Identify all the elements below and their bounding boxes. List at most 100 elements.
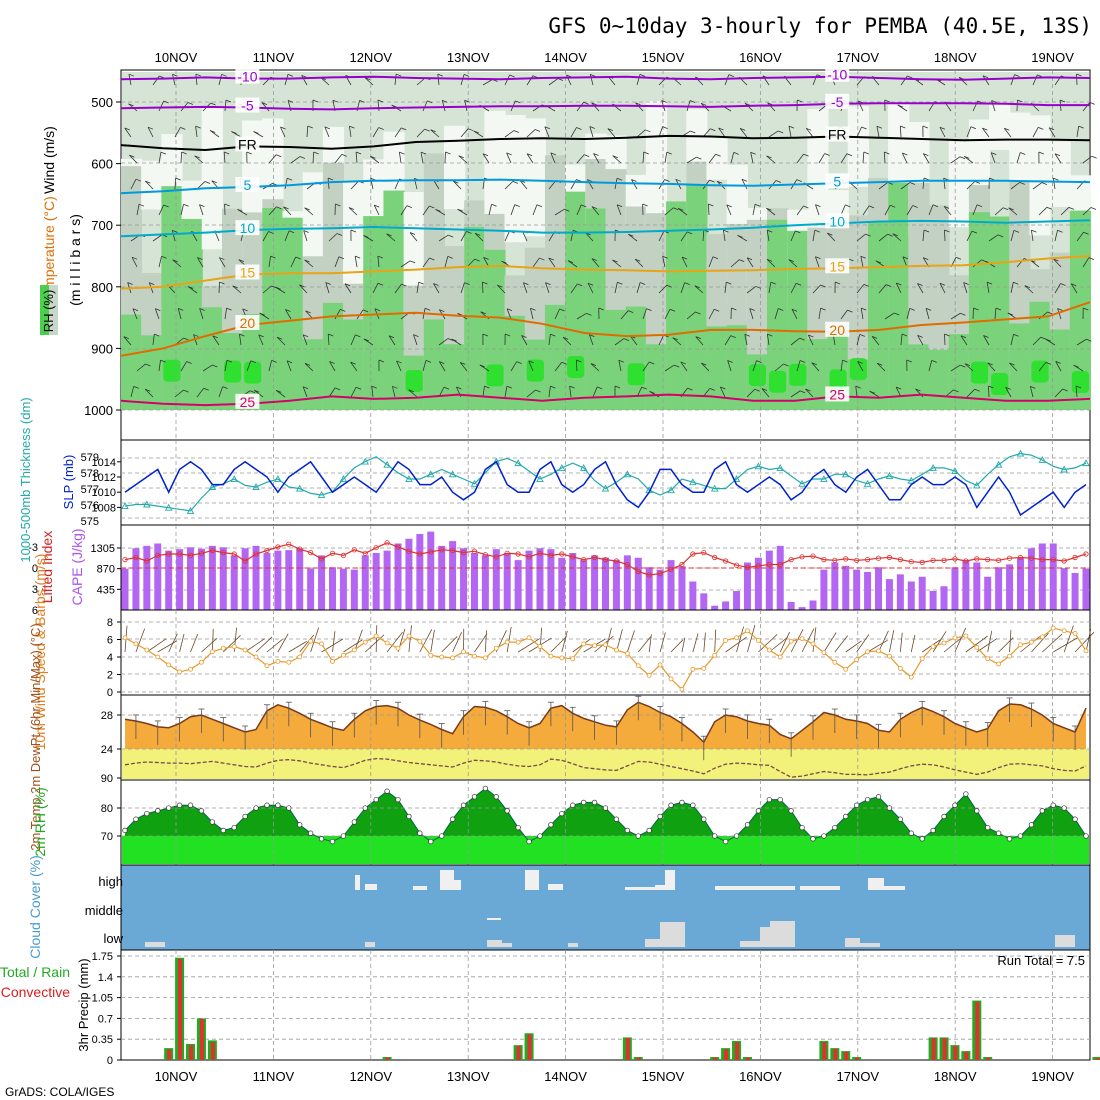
rh2m-point	[919, 836, 925, 842]
precip-convective-bar	[385, 1057, 390, 1060]
wind-barb-flag	[401, 283, 407, 287]
wind-barb-flag	[983, 335, 989, 338]
wind-barb	[720, 386, 726, 398]
wind-barb-flag	[1076, 73, 1082, 77]
wind10m-speed-point	[1018, 642, 1023, 648]
wind-barb-flag	[587, 179, 593, 182]
wind-barb-flag	[399, 151, 405, 155]
rh-patch-low	[444, 125, 466, 210]
wind-barb	[642, 308, 647, 320]
temp2m-tick-label: 24	[101, 744, 113, 756]
rh2m-point	[690, 802, 696, 808]
wind-barb	[963, 282, 968, 294]
rh2m-point	[504, 808, 510, 814]
rh2m-point	[286, 805, 292, 811]
rh-legend-swatch-2	[49, 285, 58, 335]
wind10m-speed-point	[253, 654, 259, 660]
isotherm-label: 5	[833, 173, 841, 189]
wind-barb-flag	[163, 204, 169, 208]
wind-barb	[324, 126, 330, 138]
wind-barb	[430, 129, 440, 138]
wind-barb-flag	[727, 360, 733, 363]
cloud-high-bar	[880, 886, 905, 890]
wind10m-speed-point	[876, 648, 881, 654]
wind10m-speed-point	[854, 657, 860, 663]
isotherm-label: 25	[829, 386, 845, 402]
wind-barb	[504, 130, 515, 138]
rh-patch-low	[504, 115, 526, 243]
wind-barb-flag	[131, 256, 138, 260]
cape-bar	[481, 555, 489, 610]
isotherm-label-bg	[825, 386, 850, 402]
wind10m-speed-point	[548, 653, 554, 659]
wind-barb-flag	[1031, 229, 1037, 233]
wind-barb	[662, 256, 666, 268]
wind-barb-flag	[378, 127, 384, 130]
wind-barb-flag	[845, 204, 851, 208]
wind-barb-flag	[242, 308, 248, 312]
lifted-index-point	[504, 550, 510, 556]
cloud-high-bar	[365, 884, 377, 890]
precip-total-rain-label: Total / Rain	[0, 964, 70, 980]
wind10m-speed-point	[166, 662, 172, 668]
wind-barb-flag	[701, 362, 707, 366]
wind-barb	[796, 205, 804, 216]
wind-barb-flag	[847, 309, 853, 313]
wind-barb-flag	[374, 204, 380, 208]
wind-barb	[1082, 102, 1091, 112]
wind-barb	[1030, 230, 1034, 242]
wind-barb	[466, 258, 475, 268]
wind-barb	[299, 284, 308, 294]
wind-barb-flag	[892, 233, 898, 237]
wind-barb-flag	[635, 102, 641, 106]
wind10m-barb	[801, 628, 815, 653]
wind-barb-flag	[943, 177, 949, 181]
wind-barb	[925, 308, 930, 320]
cape-axis-label: CAPE (J/kg)	[69, 528, 85, 605]
cloud-high-bar	[525, 870, 539, 890]
isotherm-line	[120, 301, 1091, 357]
wind-barb	[409, 232, 418, 242]
wind-barb-flag	[749, 308, 755, 311]
wind-barb	[718, 127, 726, 138]
isotherm-label-bg	[235, 220, 260, 236]
wind-barb	[1054, 283, 1061, 294]
cape-bar	[754, 557, 762, 610]
thickness-tick-label: 575	[81, 516, 99, 528]
wind-barb-flag	[364, 77, 371, 80]
wind-barb	[130, 179, 137, 190]
thickness-point	[405, 475, 413, 482]
wind-barb-flag	[506, 385, 513, 389]
thickness-point	[164, 503, 173, 511]
grads-credit: GrADS: COLA/IGES	[5, 1085, 114, 1099]
lifted-index-point	[264, 547, 270, 554]
cape-bar	[394, 543, 402, 610]
wind-barb-flag	[172, 259, 178, 263]
wind-barb-flag	[145, 363, 151, 367]
wind10m-speed-point	[887, 653, 892, 659]
wind10m-barb	[1053, 637, 1079, 653]
rh2m-point	[395, 796, 401, 803]
wind-barb	[860, 256, 864, 268]
lifted-index-point	[985, 556, 991, 563]
wind-barb-flag	[305, 310, 311, 314]
isotherm-label-bg	[235, 97, 260, 113]
wind-barb-flag	[567, 260, 574, 264]
wind-barb	[827, 232, 836, 242]
wind-barb-flag	[464, 282, 470, 285]
lifted-index-point	[886, 554, 893, 561]
wind10m-speed-point	[788, 638, 794, 644]
wind-barb-flag	[374, 308, 381, 312]
rh2m-point	[602, 805, 609, 811]
thickness-line	[124, 452, 1087, 512]
wind10m-speed-point	[679, 686, 685, 692]
wind-barb-flag	[395, 73, 402, 77]
wind-barb-flag	[1088, 257, 1094, 261]
wind-barb	[805, 388, 814, 398]
wind-barb-flag	[915, 388, 921, 392]
wind-barb-flag	[562, 337, 569, 340]
cape-bar	[591, 555, 599, 610]
wind-barb-flag	[276, 206, 282, 210]
cloud-high-bar	[715, 886, 795, 890]
